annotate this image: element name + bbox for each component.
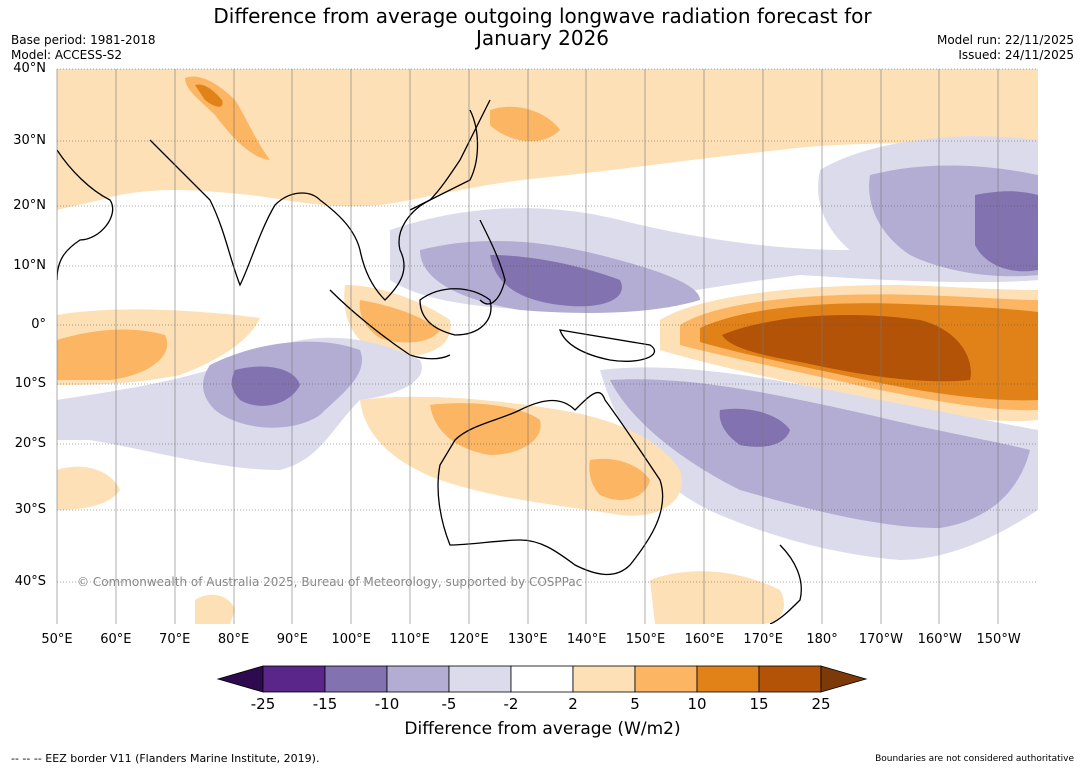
lon-label: 170°E: [743, 632, 783, 647]
copyright-notice: © Commonwealth of Australia 2025, Bureau…: [77, 575, 583, 589]
colorbar-swatch: [386, 665, 450, 693]
anomaly-s-indian-light: [195, 594, 235, 624]
anomaly-ne-pacific-strong: [975, 191, 1038, 272]
colorbar-tick-label: 25: [811, 695, 831, 713]
lon-label: 140°E: [566, 632, 607, 647]
anomaly-south-pacific-moderate: [610, 379, 1030, 528]
olr-anomaly-map: [56, 68, 1038, 693]
colorbar-title: Difference from average (W/m2): [404, 719, 681, 739]
meta-right: Model run: 22/11/2025 Issued: 24/11/2025: [937, 33, 1074, 63]
anomaly-indian-moderate: [57, 329, 168, 380]
anomaly-australia-moderate: [430, 403, 541, 455]
anomaly-south-pacific-strong: [719, 408, 790, 447]
anomaly-se-light: [650, 571, 784, 624]
colorbar: [216, 665, 868, 693]
anomaly-east-asia: [490, 106, 560, 142]
colorbar-tick-label: 2: [568, 695, 578, 713]
meridians: [56, 69, 999, 624]
colorbar-swatch: [758, 665, 822, 693]
map-field: [57, 69, 1038, 624]
coast-india: [149, 139, 321, 287]
lat-label: 0°: [31, 317, 46, 332]
colorbar-tick-label: -5: [441, 695, 457, 713]
lat-label: 20°S: [14, 436, 46, 451]
anomaly-indian-south-strong: [231, 366, 300, 406]
colorbar-extend-low: [216, 665, 264, 693]
lon-label: 160°E: [684, 632, 725, 647]
lon-label: 80°E: [217, 632, 250, 647]
colorbar-tick-label: -2: [503, 695, 519, 713]
coast-arabia: [57, 149, 114, 281]
colorbar-swatch: [262, 665, 326, 693]
colorbar-tick-label: -10: [374, 695, 400, 713]
lon-label: 180°: [806, 632, 838, 647]
anomaly-queensland-moderate: [589, 458, 650, 500]
colorbar-swatch: [634, 665, 698, 693]
lat-label: 10°N: [13, 258, 46, 273]
eez-border-note: -- -- -- EEZ border V11 (Flanders Marine…: [11, 752, 320, 765]
coastlines: [57, 99, 802, 624]
colorbar-tick-label: 5: [630, 695, 640, 713]
anomaly-pacific-north-strong: [490, 255, 622, 307]
colorbar-extend-high: [820, 665, 868, 693]
anomaly-eq-pacific-very-strong: [722, 315, 971, 382]
lon-label: 110°E: [390, 632, 430, 647]
coast-borneo: [419, 288, 492, 336]
lat-label: 10°S: [14, 376, 46, 391]
coast-new-zealand: [769, 544, 802, 624]
lat-label: 40°S: [14, 574, 46, 589]
base-period: Base period: 1981-2018: [11, 33, 156, 47]
coast-sumatra: [329, 289, 451, 360]
lon-label: 70°E: [159, 632, 191, 647]
colorbar-tick-label: -25: [250, 695, 276, 713]
coast-se-asia: [319, 99, 491, 301]
anomaly-southwest-light: [57, 466, 120, 510]
lon-label: 60°E: [100, 632, 132, 647]
colorbar-swatch: [572, 665, 636, 693]
colorbar-tick-label: 10: [687, 695, 707, 713]
lon-label: 130°E: [508, 632, 548, 647]
anomaly-maritime-moderate: [359, 300, 440, 343]
coast-new-guinea: [559, 329, 656, 362]
title-line-2: January 2026: [475, 26, 610, 50]
chart-title: Difference from average outgoing longwav…: [0, 5, 1085, 49]
model-run: Model run: 22/11/2025: [936, 33, 1074, 47]
boundaries-disclaimer: Boundaries are not considered authoritat…: [875, 754, 1074, 764]
issued-date: Issued: 24/11/2025: [958, 48, 1074, 62]
colorbar-swatch: [510, 665, 574, 693]
anomaly-band-north-positive: [57, 69, 1038, 210]
coast-australia: [437, 391, 664, 576]
lon-label: 160°W: [917, 632, 962, 647]
title-line-1: Difference from average outgoing longwav…: [213, 4, 872, 28]
colorbar-swatch: [324, 665, 388, 693]
lon-label: 50°E: [41, 632, 73, 647]
lat-label: 30°S: [14, 502, 46, 517]
colorbar-tick-label: 15: [749, 695, 769, 713]
colorbar-swatch: [696, 665, 760, 693]
lon-label: 150°W: [976, 632, 1021, 647]
coast-china: [409, 109, 479, 211]
lon-label: 120°E: [449, 632, 489, 647]
lon-label: 90°E: [276, 632, 309, 647]
lat-label: 40°N: [13, 61, 46, 76]
colorbar-tick-label: -15: [312, 695, 338, 713]
model-name: Model: ACCESS-S2: [11, 48, 123, 62]
lon-label: 170°W: [858, 632, 903, 647]
meta-left: Base period: 1981-2018 Model: ACCESS-S2: [11, 33, 156, 63]
lon-label: 100°E: [331, 632, 372, 647]
lat-label: 20°N: [13, 198, 46, 213]
lon-label: 150°E: [625, 632, 666, 647]
anomaly-north-strong: [195, 84, 223, 107]
coast-philippines: [479, 219, 506, 305]
lat-label: 30°N: [13, 133, 46, 148]
colorbar-swatch: [448, 665, 512, 693]
